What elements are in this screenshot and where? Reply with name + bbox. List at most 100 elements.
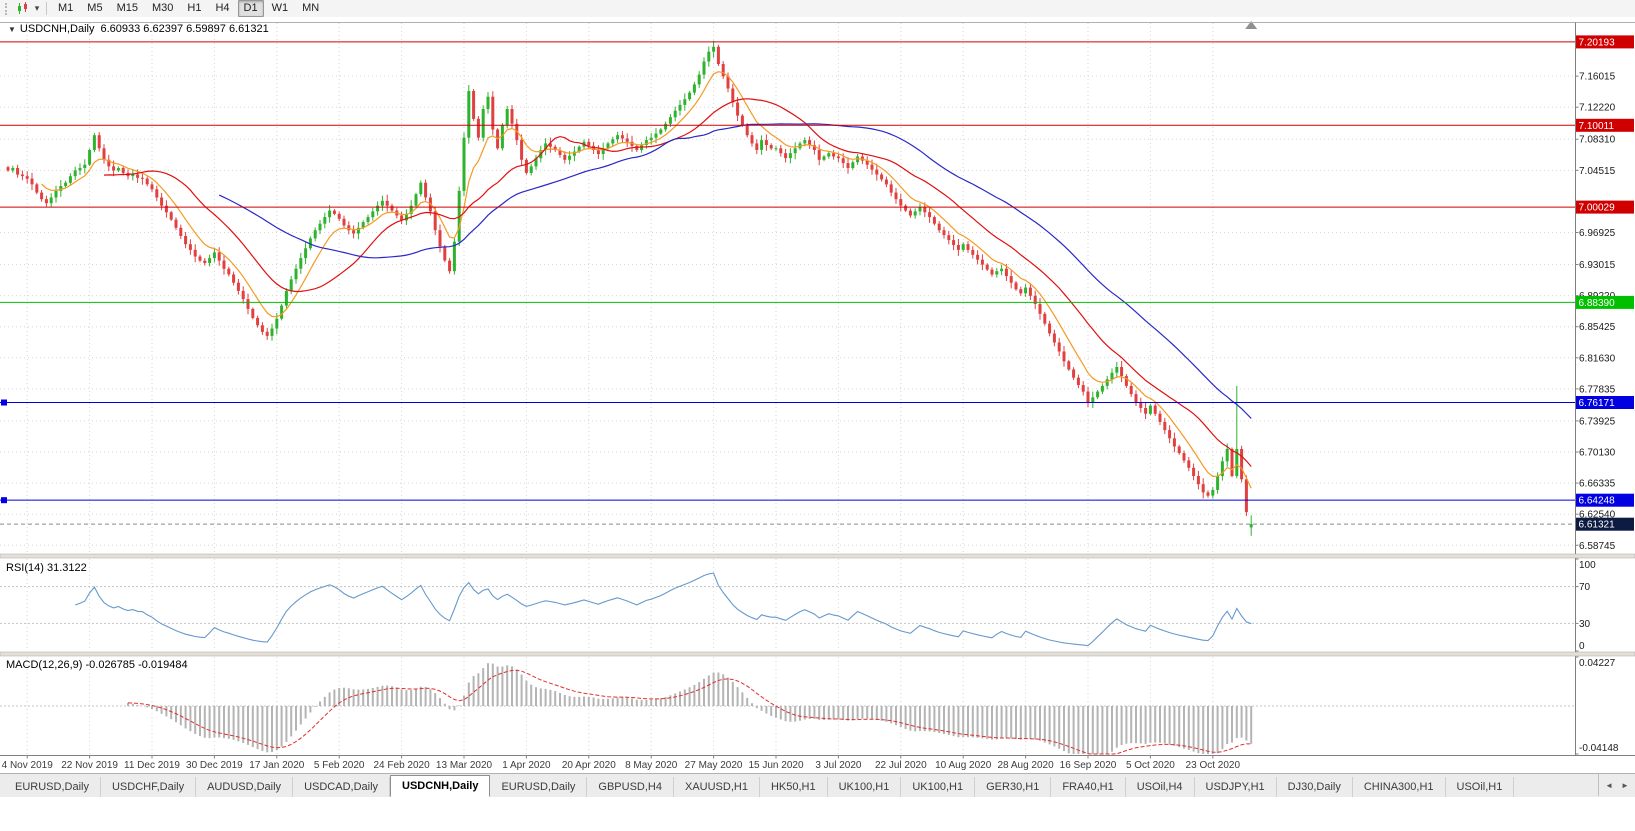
rsi-tick-label: 70 — [1579, 582, 1591, 593]
rsi-line — [75, 572, 1252, 647]
main-plot[interactable] — [0, 21, 1575, 536]
chart-symbol-title: USDCNH,Daily — [19, 23, 95, 35]
date-label: 28 Aug 2020 — [998, 760, 1055, 771]
price-label-box-text: 6.61321 — [1579, 520, 1616, 531]
chart-tab-usdjpy-h1[interactable]: USDJPY,H1 — [1195, 777, 1277, 797]
timeframe-button-mn[interactable]: MN — [302, 2, 320, 14]
chart-tab-china300-h1[interactable]: CHINA300,H1 — [1353, 777, 1446, 797]
toolbar-grip[interactable] — [5, 2, 11, 15]
rsi-label: RSI(14) 31.3122 — [6, 562, 87, 574]
date-label: 22 Jul 2020 — [875, 760, 927, 771]
chart-tab-usoil-h4[interactable]: USOil,H4 — [1126, 777, 1195, 797]
candles-layer — [6, 40, 1253, 536]
date-label: 5 Feb 2020 — [314, 760, 365, 771]
price-axis[interactable]: 7.16015 7.12220 7.08310 7.04515 6.96925 6.930… — [0, 22, 1635, 756]
timeframe-button-m1[interactable]: M1 — [58, 2, 74, 14]
price-label-box-text: 7.00029 — [1579, 203, 1616, 214]
chart-tab-usdchf-daily[interactable]: USDCHF,Daily — [101, 777, 197, 797]
date-label: 11 Dec 2019 — [124, 760, 180, 771]
timeframe-button-m15[interactable]: M15 — [116, 2, 138, 14]
date-label: 22 Nov 2019 — [61, 760, 118, 771]
date-label: 27 May 2020 — [685, 760, 743, 771]
rsi-tick-label: 100 — [1579, 560, 1596, 571]
chart-tab-ger30-h1[interactable]: GER30,H1 — [975, 777, 1052, 797]
chart-tab-gbpusd-h4[interactable]: GBPUSD,H4 — [587, 777, 674, 797]
price-tick-label: 6.85425 — [1579, 322, 1616, 333]
price-label-box — [1576, 295, 1634, 309]
price-label-box — [1576, 118, 1634, 132]
date-label: 23 Oct 2020 — [1186, 760, 1241, 771]
timeframe-button-w1[interactable]: W1 — [271, 2, 289, 14]
price-tick-label: 7.04515 — [1579, 166, 1616, 177]
date-label: 13 Mar 2020 — [436, 760, 493, 771]
rsi-indicator-value: 31.3122 — [46, 562, 87, 574]
timeframe-button-d1[interactable]: D1 — [237, 0, 264, 17]
price-tick-label: 6.77835 — [1579, 384, 1616, 395]
chart-tab-usdcnh-daily[interactable]: USDCNH,Daily — [390, 775, 491, 797]
rsi-tick-label: 30 — [1579, 619, 1591, 630]
date-label: 5 Oct 2020 — [1126, 760, 1175, 771]
price-tick-label: 6.73925 — [1579, 416, 1616, 427]
price-tick-label: 6.93015 — [1579, 260, 1616, 271]
timeframe-button-m5[interactable]: M5 — [87, 2, 103, 14]
ma-mid-line — [103, 98, 1252, 467]
macd-indicator-name: MACD(12,26,9) — [6, 659, 83, 671]
chart-tab-xauusd-h1[interactable]: XAUUSD,H1 — [674, 777, 760, 797]
price-tick-label: 7.16015 — [1579, 72, 1616, 83]
date-label: 16 Sep 2020 — [1060, 760, 1117, 771]
date-label: 20 Apr 2020 — [562, 760, 616, 771]
chart-tab-fra40-h1[interactable]: FRA40,H1 — [1051, 777, 1126, 797]
timeframe-button-h4[interactable]: H4 — [215, 2, 230, 14]
chart-tab-usoil-h1[interactable]: USOil,H1 — [1446, 777, 1515, 797]
price-tick-label: 6.66335 — [1579, 479, 1616, 490]
tabs-scroll-left-button[interactable]: ◄ — [1605, 780, 1613, 790]
hline-marker[interactable] — [1, 497, 7, 504]
price-label-box — [1576, 35, 1634, 49]
macd-panel[interactable]: 0.04227 -0.04148 — [0, 656, 1619, 755]
chart-header: ▼ USDCNH,Daily 6.60933 6.62397 6.59897 6.6… — [8, 23, 269, 35]
chart-tab-audusd-daily[interactable]: AUDUSD,Daily — [196, 777, 294, 797]
date-label: 10 Aug 2020 — [935, 760, 992, 771]
rsi-indicator-name: RSI(14) — [6, 562, 44, 574]
price-label-box-text: 6.88390 — [1579, 298, 1616, 309]
price-label-box-text: 7.10011 — [1579, 121, 1615, 132]
price-tick-label: 7.12220 — [1579, 103, 1616, 114]
chart-tab-usdcad-daily[interactable]: USDCAD,Daily — [293, 777, 391, 797]
price-label-box — [1576, 517, 1634, 531]
scroll-to-end-icon[interactable] — [1245, 21, 1258, 29]
timeframe-button-group: M1 M5 M15 M30 H1 H4 D1 W1 MN — [51, 0, 326, 17]
macd-label: MACD(12,26,9) -0.026785 -0.019484 — [6, 659, 188, 671]
date-label: 1 Apr 2020 — [502, 760, 551, 771]
timeframe-button-h1[interactable]: H1 — [187, 2, 202, 14]
price-tick-label: 7.08310 — [1579, 135, 1616, 146]
panel-divider[interactable] — [0, 553, 1635, 559]
chart-tab-eurusd-daily[interactable]: EURUSD,Daily — [490, 777, 588, 797]
ma-fast-line — [41, 71, 1252, 489]
hline-marker[interactable] — [1, 399, 7, 406]
collapse-chart-icon[interactable]: ▼ — [8, 25, 16, 34]
chart-type-dropdown-caret-icon[interactable]: ▾ — [34, 3, 40, 13]
timeframe-button-m30[interactable]: M30 — [151, 2, 174, 14]
tabbar-scroll-controls: ◄ ► — [1598, 774, 1635, 796]
rsi-panel[interactable]: 100 70 30 0 — [0, 558, 1596, 652]
chart-tab-eurusd-daily[interactable]: EURUSD,Daily — [4, 777, 101, 797]
price-chart[interactable]: 100 70 30 0 0.04227 -0.04148 7.16015 7.12220 7.0… — [0, 17, 1635, 773]
tabs-scroll-right-button[interactable]: ► — [1621, 780, 1629, 790]
price-tick-label: 6.81630 — [1579, 353, 1616, 364]
chart-tab-dj30-daily[interactable]: DJ30,Daily — [1277, 777, 1353, 797]
date-label: 8 May 2020 — [625, 760, 678, 771]
toolbar: ▾ M1 M5 M15 M30 H1 H4 D1 W1 MN — [0, 0, 1635, 17]
candles-glyph — [18, 2, 27, 14]
chart-window: 100 70 30 0 0.04227 -0.04148 7.16015 7.12220 7.0… — [0, 17, 1635, 773]
chart-tab-uk100-h1[interactable]: UK100,H1 — [828, 777, 902, 797]
macd-tick-label: 0.04227 — [1579, 658, 1616, 669]
date-label: 17 Jan 2020 — [249, 760, 304, 771]
chart-tabbar: EURUSD,Daily USDCHF,Daily AUDUSD,Daily USDC… — [0, 773, 1635, 797]
chart-tab-hk50-h1[interactable]: HK50,H1 — [760, 777, 828, 797]
price-label-box-text: 6.64248 — [1579, 496, 1616, 507]
chart-type-candles-icon[interactable] — [14, 1, 32, 16]
chart-tab-uk100-h1[interactable]: UK100,H1 — [901, 777, 976, 797]
macd-indicator-values: -0.026785 -0.019484 — [85, 659, 188, 671]
panel-divider[interactable] — [0, 651, 1635, 657]
